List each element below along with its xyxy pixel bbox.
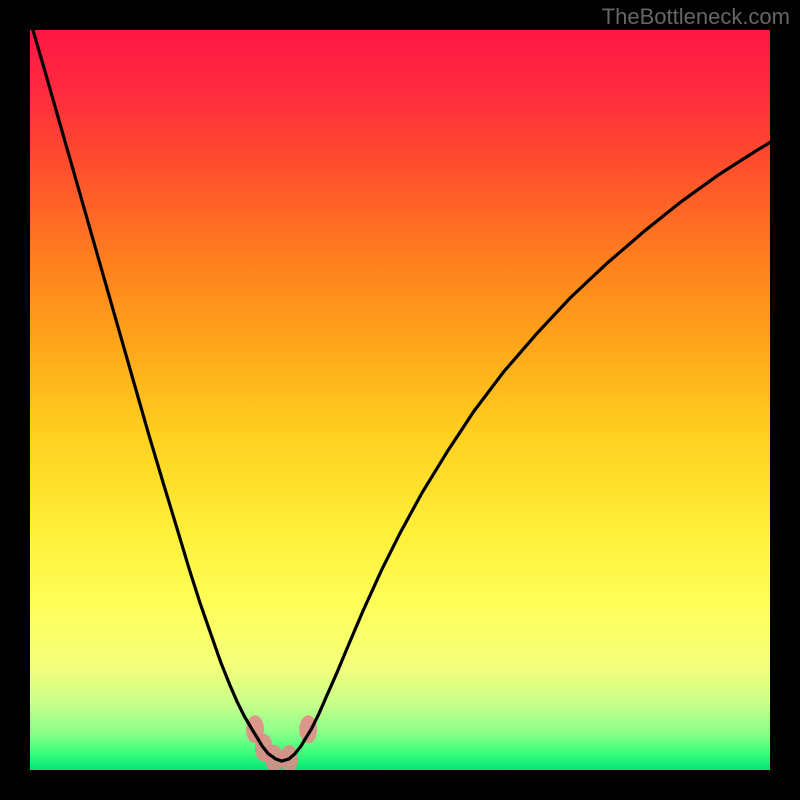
chart-svg bbox=[30, 30, 770, 770]
watermark-text: TheBottleneck.com bbox=[602, 4, 790, 30]
chart-background bbox=[30, 30, 770, 770]
bottleneck-chart bbox=[30, 30, 770, 770]
